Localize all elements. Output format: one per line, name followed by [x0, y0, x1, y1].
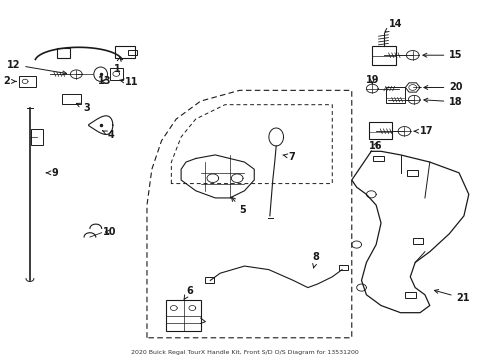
Bar — [385, 87, 405, 103]
Text: 2: 2 — [4, 76, 16, 86]
Text: 12: 12 — [7, 59, 66, 75]
Bar — [57, 48, 70, 58]
Bar — [110, 68, 122, 80]
Text: 4: 4 — [102, 130, 115, 140]
Bar — [31, 129, 43, 145]
Text: 21: 21 — [434, 289, 469, 303]
Text: 9: 9 — [46, 168, 59, 178]
Bar — [371, 45, 395, 65]
Text: 15: 15 — [422, 50, 462, 60]
Text: 10: 10 — [103, 227, 116, 237]
Text: 14: 14 — [384, 19, 402, 32]
Text: 16: 16 — [368, 140, 382, 150]
Bar — [338, 265, 347, 270]
Text: 3: 3 — [76, 103, 90, 113]
Text: 17: 17 — [413, 126, 433, 136]
Text: 20: 20 — [423, 82, 462, 93]
Bar — [62, 94, 81, 104]
Bar — [115, 45, 135, 58]
Bar — [166, 300, 200, 330]
Text: 2020 Buick Regal TourX Handle Kit, Front S/D O/S Diagram for 13531200: 2020 Buick Regal TourX Handle Kit, Front… — [130, 350, 358, 355]
Text: 6: 6 — [183, 286, 192, 299]
Bar — [372, 156, 383, 161]
Bar — [204, 277, 214, 283]
Text: 7: 7 — [282, 152, 295, 162]
Text: 18: 18 — [423, 97, 462, 107]
Text: 1: 1 — [114, 57, 121, 74]
Text: 5: 5 — [231, 197, 246, 216]
Bar — [128, 50, 137, 55]
Bar — [19, 76, 36, 87]
Text: 13: 13 — [98, 76, 111, 86]
Bar — [368, 122, 391, 139]
Bar — [407, 170, 417, 176]
Bar — [404, 292, 415, 298]
Bar — [412, 238, 423, 244]
Text: 11: 11 — [119, 77, 138, 87]
Text: 8: 8 — [312, 252, 319, 268]
Text: 19: 19 — [365, 75, 378, 85]
